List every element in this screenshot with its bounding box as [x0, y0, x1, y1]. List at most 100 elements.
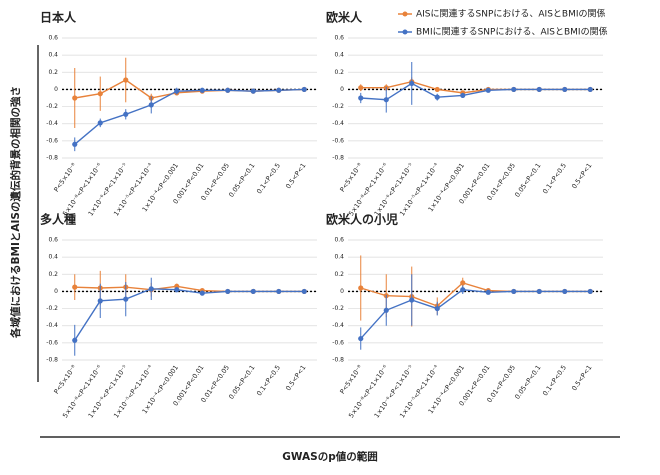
x-tick-label: 0.1<P<0.5	[255, 364, 282, 398]
x-tick-label: 0.05<P<0.1	[513, 364, 542, 401]
point	[358, 335, 364, 342]
x-tick-label: 0.5<P<1	[284, 364, 307, 393]
point	[434, 86, 440, 93]
x-tick-label: 0.05<P<0.1	[513, 162, 542, 199]
y-tick-label: 0.2	[334, 69, 344, 76]
y-tick-label: -0.8	[332, 357, 344, 364]
x-tick-label: P<5×10⁻⁸	[338, 363, 364, 395]
x-tick-label: P<5×10⁻⁸	[52, 161, 78, 193]
y-tick-label: 0.2	[48, 69, 58, 76]
x-tick-label: 0.5<P<1	[570, 364, 593, 393]
point	[199, 290, 205, 296]
panel-title: 日本人	[40, 10, 77, 25]
x-tick-label: 0.1<P<0.5	[541, 162, 568, 196]
point	[434, 94, 440, 100]
x-tick-label: P<5×10⁻⁸	[338, 161, 364, 193]
point	[72, 337, 78, 343]
y-axis-label: 各域値におけるBMIとAISの遺伝的背景の相関の強さ	[9, 86, 22, 339]
y-tick-label: -0.6	[46, 339, 58, 346]
panel-title: 欧米人の小児	[326, 212, 398, 227]
y-tick-label: -0.4	[332, 120, 344, 127]
point	[536, 86, 542, 93]
point	[485, 289, 491, 295]
point	[460, 280, 466, 286]
point	[276, 87, 282, 93]
x-axis-label: GWASのp値の範囲	[282, 450, 377, 463]
y-tick-label: 0.6	[48, 237, 58, 244]
point	[97, 120, 103, 126]
x-tick-label: 0.1<P<0.5	[541, 364, 568, 398]
point	[358, 85, 364, 91]
series-line	[74, 79, 305, 99]
point	[97, 91, 103, 97]
y-tick-label: -0.6	[332, 137, 344, 144]
y-tick-label: -0.8	[46, 155, 58, 162]
point	[250, 288, 256, 295]
series-line	[360, 282, 591, 307]
y-tick-label: 0.6	[334, 35, 344, 42]
y-tick-label: 0	[54, 86, 58, 93]
point	[97, 298, 103, 304]
x-tick-label: 0.1<P<0.5	[255, 162, 282, 196]
series-line	[74, 288, 305, 341]
point	[72, 95, 78, 101]
point	[225, 288, 231, 295]
y-tick-label: 0.4	[334, 52, 344, 59]
point	[148, 102, 154, 108]
point	[536, 288, 542, 295]
y-tick-label: -0.6	[332, 339, 344, 346]
panel-title: 欧米人	[326, 10, 363, 25]
series-line	[360, 80, 591, 94]
point	[587, 288, 593, 295]
point	[72, 284, 78, 290]
series-line	[360, 288, 591, 340]
y-tick-label: 0.6	[48, 35, 58, 42]
point	[250, 88, 256, 94]
series-line	[74, 88, 305, 145]
point	[383, 307, 389, 313]
point	[485, 87, 491, 93]
y-tick-label: -0.4	[46, 322, 58, 329]
point	[276, 288, 282, 295]
point	[562, 86, 568, 93]
y-tick-label: 0.2	[334, 271, 344, 278]
point	[199, 87, 205, 93]
legend-swatch-dot	[402, 11, 408, 17]
y-tick-label: -0.2	[332, 103, 344, 110]
y-tick-label: -0.6	[46, 137, 58, 144]
point	[562, 288, 568, 295]
x-tick-label: 0.5<P<1	[570, 162, 593, 191]
y-tick-label: 0.6	[334, 237, 344, 244]
legend-swatch-dot	[402, 29, 408, 35]
point	[409, 80, 415, 87]
y-tick-label: -0.4	[46, 120, 58, 127]
point	[434, 305, 440, 312]
y-tick-label: -0.2	[46, 103, 58, 110]
y-tick-label: -0.8	[46, 357, 58, 364]
y-tick-label: 0	[340, 86, 344, 93]
point	[409, 297, 415, 303]
point	[72, 141, 78, 147]
point	[358, 95, 364, 101]
point	[301, 86, 307, 93]
series-line	[360, 82, 591, 101]
y-tick-label: 0	[54, 288, 58, 295]
point	[225, 87, 231, 93]
point	[511, 288, 517, 295]
x-tick-label: 0.5<P<1	[284, 162, 307, 191]
point	[174, 287, 180, 293]
point	[511, 86, 517, 93]
y-tick-label: -0.2	[332, 305, 344, 312]
point	[358, 285, 364, 291]
point	[301, 288, 307, 295]
series-line	[74, 285, 305, 293]
point	[123, 77, 129, 83]
x-tick-label: P<5×10⁻⁸	[52, 363, 78, 395]
legend-label: AISに関連するSNPにおける、AISとBMIの関係	[416, 8, 606, 20]
point	[174, 88, 180, 94]
y-tick-label: 0	[340, 288, 344, 295]
y-tick-label: -0.4	[332, 322, 344, 329]
y-tick-label: 0.4	[48, 52, 58, 59]
y-tick-label: 0.2	[48, 271, 58, 278]
